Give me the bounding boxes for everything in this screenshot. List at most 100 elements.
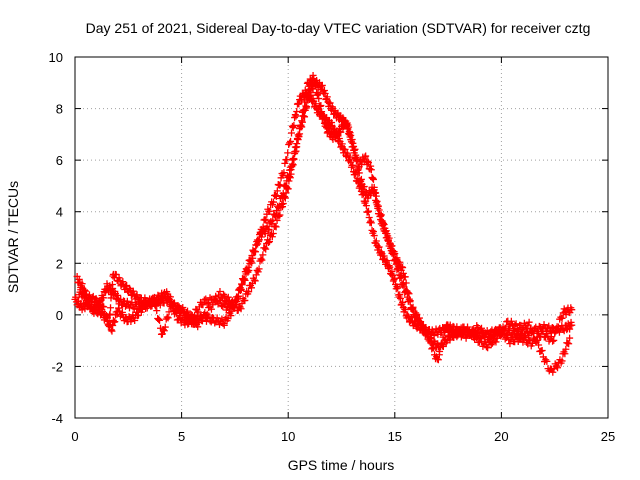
data-point: [396, 291, 404, 299]
data-point: [394, 264, 402, 272]
data-point: [265, 225, 273, 233]
data-point: [268, 220, 276, 228]
axis-ticks: 0 5 10 15 20 25 -4 -2 0 2 4 6 8 10: [49, 50, 616, 444]
data-point: [384, 232, 392, 240]
data-point: [550, 336, 558, 344]
data-point: [317, 101, 325, 109]
data-point: [397, 274, 405, 282]
data-point: [289, 155, 297, 163]
data-point: [405, 295, 413, 303]
data-point: [191, 311, 199, 319]
data-point: [125, 304, 133, 312]
data-point: [261, 215, 269, 223]
data-point: [216, 296, 224, 304]
data-point: [364, 157, 372, 165]
data-point: [343, 125, 351, 133]
data-point: [367, 219, 375, 227]
data-point: [170, 300, 178, 308]
data-point: [239, 276, 247, 284]
data-point: [144, 297, 152, 305]
data-point: [285, 173, 293, 181]
y-tick-label: 6: [56, 153, 63, 168]
data-point: [549, 368, 557, 376]
data-point: [272, 223, 280, 231]
data-point: [279, 189, 287, 197]
data-point: [125, 284, 133, 292]
data-point: [482, 343, 490, 351]
data-point: [273, 187, 281, 195]
data-point: [325, 125, 333, 133]
data-point: [417, 318, 425, 326]
data-point: [129, 287, 137, 295]
data-point: [399, 264, 407, 272]
data-point: [423, 328, 431, 336]
data-point: [426, 334, 434, 342]
data-point: [552, 362, 560, 370]
data-point: [484, 344, 492, 352]
data-point: [386, 263, 394, 271]
data-point: [247, 284, 255, 292]
data-point: [406, 297, 414, 305]
data-point: [379, 218, 387, 226]
data-point: [207, 305, 215, 313]
data-point: [296, 130, 304, 138]
data-point: [369, 175, 377, 183]
data-point: [367, 191, 375, 199]
data-point: [512, 320, 520, 328]
data-point: [246, 256, 254, 264]
data-point: [565, 340, 573, 348]
data-point: [288, 122, 296, 130]
data-point: [539, 327, 547, 335]
data-point: [501, 335, 509, 343]
data-point: [400, 283, 408, 291]
data-point: [337, 128, 345, 136]
data-point: [258, 256, 266, 264]
data-point: [362, 202, 370, 210]
data-point: [338, 140, 346, 148]
data-point: [160, 327, 168, 335]
data-point: [122, 282, 130, 290]
data-point: [272, 192, 280, 200]
data-point: [513, 325, 521, 333]
data-point: [309, 71, 317, 79]
data-point: [303, 103, 311, 111]
data-point: [288, 163, 296, 171]
x-tick-label: 25: [601, 429, 615, 444]
data-point: [320, 112, 328, 120]
data-point: [305, 92, 313, 100]
data-point: [312, 100, 320, 108]
data-point: [257, 233, 265, 241]
data-point: [227, 312, 235, 320]
data-point: [530, 334, 538, 342]
data-point: [194, 323, 202, 331]
data-point: [372, 199, 380, 207]
data-point: [351, 155, 359, 163]
data-point: [362, 152, 370, 160]
data-point: [500, 330, 508, 338]
data-point: [282, 182, 290, 190]
data-point: [562, 345, 570, 353]
data-point: [107, 326, 115, 334]
data-point: [347, 131, 355, 139]
data-point: [250, 276, 258, 284]
data-point: [220, 290, 228, 298]
y-tick-label: 2: [56, 256, 63, 271]
data-point: [373, 197, 381, 205]
data-point: [352, 170, 360, 178]
data-point: [369, 227, 377, 235]
data-point: [535, 322, 543, 330]
data-point: [156, 316, 164, 324]
data-point: [187, 310, 195, 318]
y-tick-label: -4: [51, 411, 63, 426]
data-point: [382, 258, 390, 266]
data-point: [320, 86, 328, 94]
data-point: [517, 331, 525, 339]
data-point: [383, 233, 391, 241]
data-point: [238, 280, 246, 288]
data-point: [369, 187, 377, 195]
data-points: [71, 71, 576, 376]
data-point: [281, 182, 289, 190]
data-point: [446, 336, 454, 344]
data-point: [155, 315, 163, 323]
data-point: [206, 294, 214, 302]
